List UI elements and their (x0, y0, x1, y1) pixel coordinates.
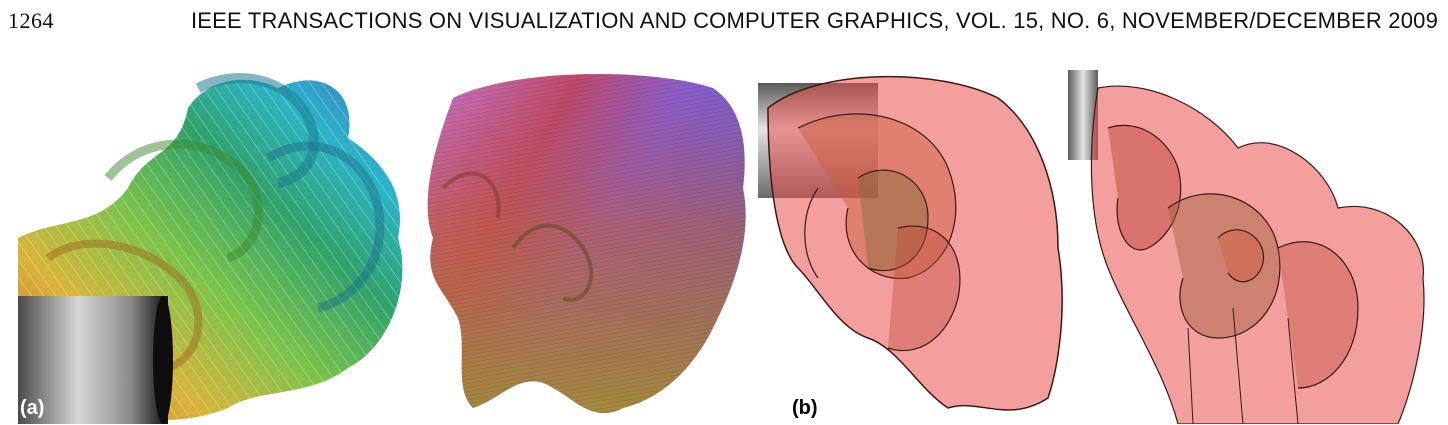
panel-a-textured-surface (413, 68, 758, 424)
journal-title: IEEE TRANSACTIONS ON VISUALIZATION AND C… (191, 8, 1438, 33)
rolled-stream-surface-image (1068, 70, 1425, 424)
panel-b-translucent-surface: (b) (758, 68, 1076, 424)
textured-stream-surface-image (427, 74, 746, 414)
rainbow-stream-surface-image (18, 73, 403, 424)
translucent-stream-surface-image (758, 75, 1063, 411)
panel-a-rainbow-surface: (a) (18, 68, 418, 424)
figure: (a) (18, 68, 1438, 424)
panel-a-label: (a) (20, 397, 45, 419)
page-header: 1264 IEEE TRANSACTIONS ON VISUALIZATION … (0, 0, 1448, 40)
panel-b-label: (b) (792, 397, 818, 419)
page-number: 1264 (8, 8, 54, 33)
panel-b-rolled-surface (1068, 68, 1438, 424)
